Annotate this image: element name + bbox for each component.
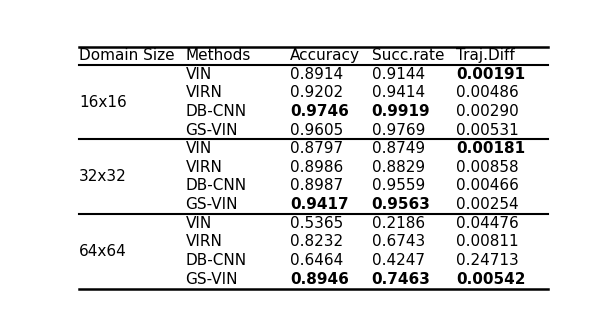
Text: DB-CNN: DB-CNN [185,253,247,268]
Text: 0.8986: 0.8986 [290,160,343,175]
Text: Traj.Diff: Traj.Diff [456,49,515,63]
Text: GS-VIN: GS-VIN [185,197,238,212]
Text: 32x32: 32x32 [79,169,127,184]
Text: 0.00181: 0.00181 [456,141,525,156]
Text: VIN: VIN [185,216,212,231]
Text: DB-CNN: DB-CNN [185,179,247,193]
Text: DB-CNN: DB-CNN [185,104,247,119]
Text: 0.00191: 0.00191 [456,67,525,82]
Text: 0.8749: 0.8749 [371,141,425,156]
Text: VIRN: VIRN [185,85,223,100]
Text: 0.9919: 0.9919 [371,104,430,119]
Text: VIRN: VIRN [185,160,223,175]
Text: 0.00486: 0.00486 [456,85,519,100]
Text: 0.00254: 0.00254 [456,197,518,212]
Text: 0.9746: 0.9746 [290,104,349,119]
Text: 0.00858: 0.00858 [456,160,518,175]
Text: 0.6743: 0.6743 [371,235,425,249]
Text: GS-VIN: GS-VIN [185,272,238,287]
Text: 0.8914: 0.8914 [290,67,343,82]
Text: VIN: VIN [185,67,212,82]
Text: 0.8987: 0.8987 [290,179,343,193]
Text: 0.4247: 0.4247 [371,253,425,268]
Text: VIN: VIN [185,141,212,156]
Text: 0.9605: 0.9605 [290,122,343,138]
Text: 0.6464: 0.6464 [290,253,343,268]
Text: 0.5365: 0.5365 [290,216,343,231]
Text: 0.9144: 0.9144 [371,67,425,82]
Text: 0.04476: 0.04476 [456,216,519,231]
Text: 0.24713: 0.24713 [456,253,519,268]
Text: 0.9417: 0.9417 [290,197,349,212]
Text: 0.9202: 0.9202 [290,85,343,100]
Text: 0.00466: 0.00466 [456,179,519,193]
Text: 0.00290: 0.00290 [456,104,519,119]
Text: Succ.rate: Succ.rate [371,49,444,63]
Text: 0.8797: 0.8797 [290,141,343,156]
Text: 0.7463: 0.7463 [371,272,430,287]
Text: 0.00811: 0.00811 [456,235,518,249]
Text: 0.00531: 0.00531 [456,122,519,138]
Text: Methods: Methods [185,49,251,63]
Text: 64x64: 64x64 [79,244,127,259]
Text: Domain Size: Domain Size [79,49,174,63]
Text: GS-VIN: GS-VIN [185,122,238,138]
Text: 0.8232: 0.8232 [290,235,343,249]
Text: 0.8829: 0.8829 [371,160,425,175]
Text: 0.2186: 0.2186 [371,216,425,231]
Text: VIRN: VIRN [185,235,223,249]
Text: 0.00542: 0.00542 [456,272,526,287]
Text: 0.9559: 0.9559 [371,179,425,193]
Text: 16x16: 16x16 [79,94,127,110]
Text: 0.9769: 0.9769 [371,122,425,138]
Text: 0.9414: 0.9414 [371,85,425,100]
Text: Accuracy: Accuracy [290,49,360,63]
Text: 0.9563: 0.9563 [371,197,430,212]
Text: 0.8946: 0.8946 [290,272,349,287]
